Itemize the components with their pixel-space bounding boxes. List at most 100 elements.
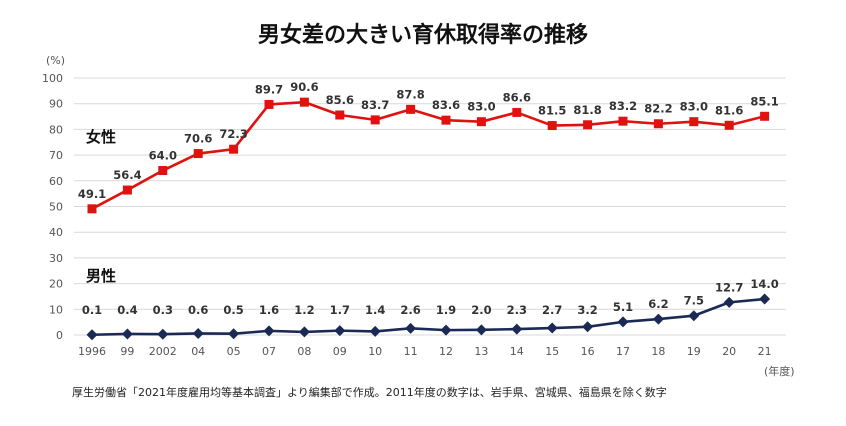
- series-label-women: 女性: [86, 128, 116, 146]
- data-label: 1.2: [294, 303, 314, 317]
- data-label: 3.2: [577, 303, 597, 317]
- data-point: [582, 321, 594, 333]
- x-unit-label: (年度): [764, 364, 795, 378]
- data-point: [688, 310, 700, 322]
- x-tick-label: 17: [616, 345, 630, 358]
- x-tick-label: 15: [545, 345, 559, 358]
- x-tick-label: 08: [297, 345, 311, 358]
- y-tick-label: 10: [49, 303, 63, 316]
- series-women: 49.1 56.4 64.0 70.6 72.3 89.7 90.6 85.6 83.7 87.8…: [78, 80, 779, 214]
- data-point: [299, 97, 309, 107]
- y-axis-ticks: 0 10 20 30 40 50 60 70 80 90 100: [42, 72, 63, 342]
- data-label: 0.1: [82, 303, 102, 317]
- x-tick-label: 21: [758, 345, 772, 358]
- data-point: [617, 316, 629, 328]
- data-point: [689, 117, 699, 127]
- x-tick-label: 2002: [149, 345, 177, 358]
- series-line: [91, 297, 765, 337]
- data-label: 82.2: [644, 102, 672, 116]
- data-point: [370, 115, 380, 125]
- data-point: [369, 325, 381, 337]
- data-point: [158, 166, 168, 176]
- data-label: 0.4: [117, 303, 137, 317]
- y-tick-label: 90: [49, 98, 63, 111]
- data-label: 56.4: [113, 168, 141, 182]
- data-point: [512, 107, 522, 117]
- data-point: [157, 328, 169, 340]
- data-label: 0.6: [188, 303, 208, 317]
- data-label: 2.7: [542, 303, 562, 317]
- data-label: 81.5: [538, 104, 566, 118]
- data-point: [476, 117, 486, 127]
- data-label: 1.7: [330, 303, 350, 317]
- y-tick-label: 70: [49, 149, 63, 162]
- y-tick-label: 20: [49, 278, 63, 291]
- data-point: [723, 296, 735, 308]
- gridlines: [74, 77, 786, 336]
- data-point: [724, 120, 734, 130]
- x-tick-label: 10: [368, 345, 382, 358]
- data-point: [440, 324, 452, 336]
- x-tick-label: 05: [227, 345, 241, 358]
- series-line: [91, 100, 765, 210]
- data-point: [547, 121, 557, 131]
- y-tick-label: 100: [42, 72, 63, 85]
- data-point: [652, 313, 664, 325]
- series-men: 0.1 0.4 0.3 0.6 0.5 1.6 1.2 1.7 1.4 2.6 1.9 2.0 2.3 2…: [82, 277, 779, 341]
- source-note: 厚生労働省「2021年度雇用均等基本調査」より編集部で作成。2011年度の数字は…: [72, 385, 667, 399]
- data-point: [760, 111, 770, 121]
- data-point: [334, 325, 346, 337]
- x-tick-label: 18: [651, 345, 665, 358]
- x-tick-label: 1996: [78, 345, 106, 358]
- x-tick-label: 11: [404, 345, 418, 358]
- x-tick-label: 99: [120, 345, 134, 358]
- series-label-men: 男性: [86, 267, 116, 285]
- data-label: 49.1: [78, 187, 106, 201]
- data-point: [86, 329, 98, 341]
- x-tick-label: 13: [474, 345, 488, 358]
- data-label: 12.7: [715, 280, 743, 294]
- data-point: [87, 204, 97, 214]
- x-tick-label: 09: [333, 345, 347, 358]
- data-label: 90.6: [290, 80, 318, 94]
- data-label: 87.8: [396, 87, 424, 101]
- data-label: 2.6: [400, 303, 420, 317]
- y-unit-label: (%): [46, 54, 65, 67]
- y-tick-label: 40: [49, 226, 63, 239]
- x-axis-ticks: 1996 99 2002 04 05 07 08 09 10 11 12 13 14 15 16 17 18 19…: [78, 345, 772, 358]
- y-tick-label: 30: [49, 252, 63, 265]
- data-point: [759, 293, 771, 305]
- data-label: 1.6: [259, 303, 279, 317]
- data-point: [192, 327, 204, 339]
- data-label: 1.9: [436, 303, 456, 317]
- y-tick-label: 60: [49, 175, 63, 188]
- data-label: 0.3: [153, 303, 173, 317]
- data-label: 2.3: [507, 303, 527, 317]
- data-point: [228, 328, 240, 340]
- data-point: [263, 325, 275, 337]
- data-label: 6.2: [648, 297, 668, 311]
- data-label: 0.5: [223, 303, 243, 317]
- data-label: 7.5: [684, 294, 704, 308]
- data-point: [298, 326, 310, 338]
- x-tick-label: 14: [510, 345, 524, 358]
- x-tick-label: 04: [191, 345, 205, 358]
- data-point: [618, 116, 628, 126]
- data-label: 2.0: [471, 303, 491, 317]
- y-tick-label: 50: [49, 201, 63, 214]
- x-tick-label: 12: [439, 345, 453, 358]
- data-point: [583, 120, 593, 130]
- data-label: 83.6: [432, 98, 460, 112]
- data-point: [475, 324, 487, 336]
- x-tick-label: 19: [687, 345, 701, 358]
- data-point: [335, 110, 345, 120]
- data-label: 1.4: [365, 303, 385, 317]
- data-point: [121, 328, 133, 340]
- data-label: 83.7: [361, 98, 389, 112]
- data-label: 81.8: [573, 103, 601, 117]
- data-label: 72.3: [219, 127, 247, 141]
- data-label: 5.1: [613, 300, 633, 314]
- x-tick-label: 07: [262, 345, 276, 358]
- data-point: [406, 104, 416, 114]
